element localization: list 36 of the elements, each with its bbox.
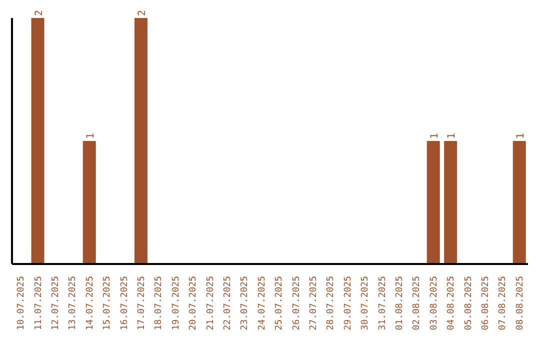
x-tick-label: 03.08.2025: [429, 276, 440, 330]
x-tick-label: 27.07.2025: [309, 276, 319, 330]
x-tick-label: 16.07.2025: [120, 276, 130, 330]
x-tick-label: 26.07.2025: [292, 276, 302, 330]
x-tick-label: 19.07.2025: [171, 276, 182, 330]
x-tick-label: 15.07.2025: [102, 276, 113, 330]
data-label: 1: [515, 132, 526, 139]
data-label: 2: [136, 10, 148, 16]
x-tick-label: 22.07.2025: [223, 276, 233, 330]
x-tick-label: 01.08.2025: [395, 276, 405, 330]
x-tick-label: 17.07.2025: [137, 276, 147, 330]
x-tick-label: 02.08.2025: [412, 276, 422, 330]
data-label: 1: [429, 132, 440, 139]
x-tick-label: 14.07.2025: [85, 276, 96, 330]
x-tick-label: 30.07.2025: [360, 276, 371, 330]
x-tick-label: 11.07.2025: [34, 276, 44, 330]
x-tick-label: 08.08.2025: [515, 276, 526, 330]
data-label: 1: [446, 132, 458, 139]
x-tick-label: 18.07.2025: [154, 276, 164, 330]
x-tick-label: 23.07.2025: [240, 276, 250, 330]
x-tick-label: 12.07.2025: [51, 276, 61, 330]
data-label: 1: [85, 132, 96, 139]
x-tick-label: 06.08.2025: [481, 276, 491, 330]
x-tick-label: 29.07.2025: [343, 276, 354, 330]
x-tick-label: 20.07.2025: [188, 276, 199, 330]
x-tick-label: 13.07.2025: [68, 276, 78, 330]
x-tick-label: 04.08.2025: [446, 276, 457, 330]
x-tick-label: 28.07.2025: [326, 276, 336, 330]
x-tick-label: 07.08.2025: [498, 276, 508, 330]
data-label: 2: [34, 10, 45, 16]
x-tick-label: 25.07.2025: [274, 276, 285, 330]
x-tick-label: 21.07.2025: [206, 276, 216, 330]
x-tick-label: 05.08.2025: [464, 276, 474, 330]
x-tick-label: 10.07.2025: [16, 276, 27, 330]
x-tick-label: 31.07.2025: [378, 276, 388, 330]
x-tick-label: 24.07.2025: [257, 276, 268, 330]
